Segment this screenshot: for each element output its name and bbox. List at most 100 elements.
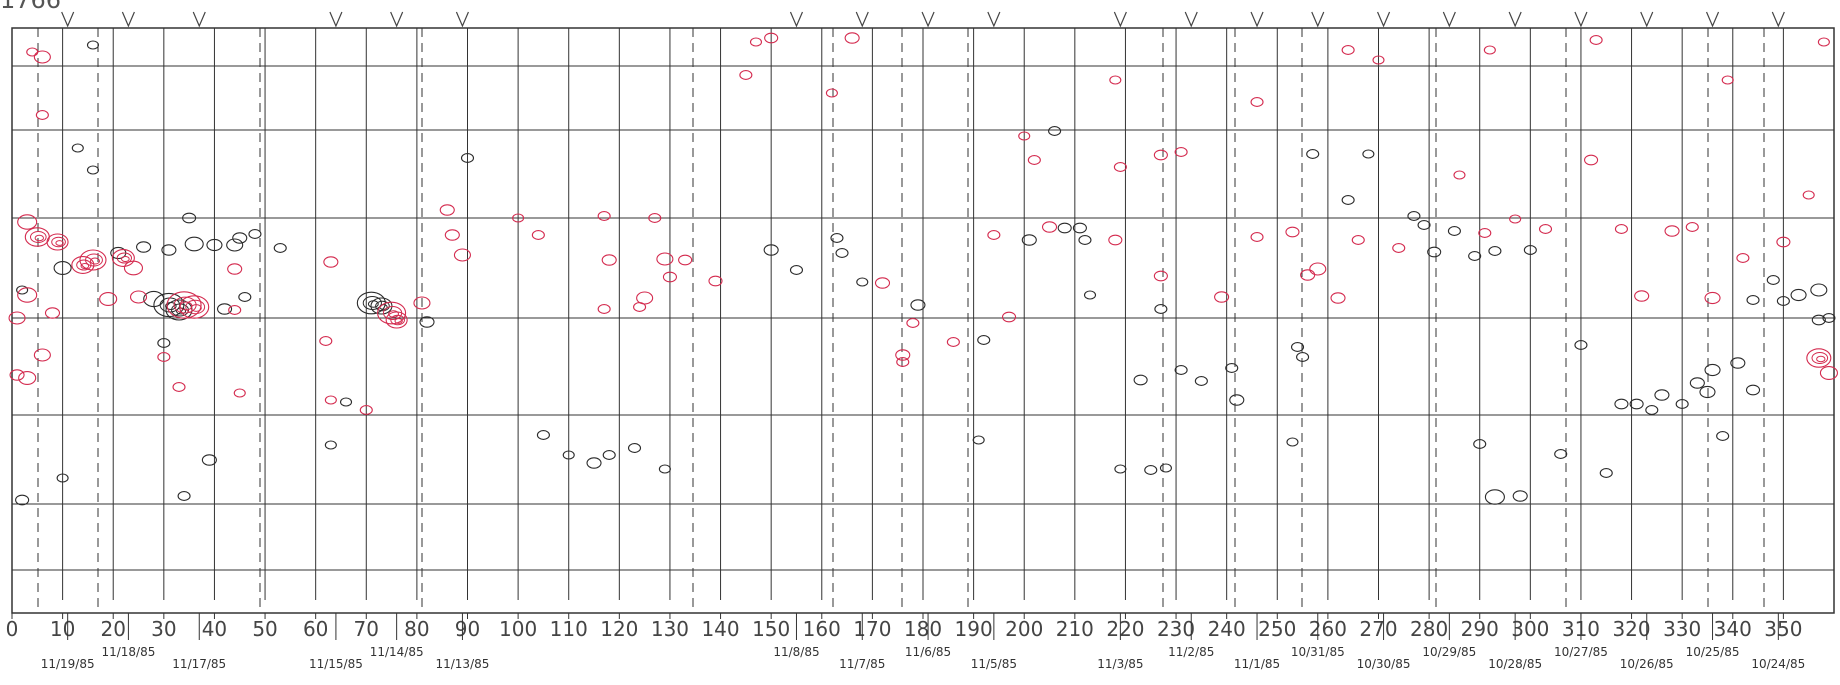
- date-label: 11/15/85: [309, 657, 363, 671]
- negative-contour: [536, 430, 550, 440]
- positive-contour: [1018, 131, 1031, 141]
- negative-contour: [1675, 399, 1689, 409]
- positive-contour: [1453, 170, 1466, 180]
- disk-center-v-marker: [1574, 11, 1588, 28]
- positive-contour: [111, 249, 135, 267]
- negative-contour: [1599, 468, 1613, 478]
- positive-contour: [35, 110, 49, 120]
- positive-contour: [1802, 190, 1815, 200]
- disk-center-v-marker: [1508, 11, 1522, 28]
- positive-contour: [51, 236, 66, 248]
- date-label: 11/13/85: [435, 657, 489, 671]
- negative-contour: [182, 212, 197, 224]
- positive-contour: [678, 254, 693, 266]
- negative-contour: [910, 299, 926, 311]
- negative-contour: [763, 244, 779, 256]
- negative-polarity-contours: [15, 40, 1836, 506]
- negative-contour: [1614, 398, 1629, 410]
- positive-contour: [166, 291, 202, 319]
- negative-contour: [1174, 365, 1188, 375]
- positive-contour: [1153, 149, 1168, 161]
- negative-contour: [460, 153, 475, 163]
- negative-contour: [1699, 385, 1716, 399]
- negative-contour: [71, 143, 84, 153]
- negative-contour: [1654, 389, 1670, 401]
- tick-label: 50: [252, 617, 277, 641]
- disk-center-v-marker: [1184, 11, 1198, 28]
- positive-contour: [71, 256, 95, 274]
- positive-contour: [1250, 232, 1264, 242]
- positive-contour: [906, 318, 920, 328]
- positive-contour: [185, 299, 206, 315]
- positive-contour: [1589, 35, 1603, 45]
- negative-contour: [15, 494, 30, 506]
- date-label: 10/29/85: [1422, 645, 1476, 659]
- positive-contour: [1108, 234, 1123, 246]
- negative-contour: [1225, 363, 1239, 373]
- positive-contour: [1664, 225, 1680, 237]
- positive-contour: [359, 405, 373, 415]
- negative-contour: [217, 303, 233, 315]
- negative-contour: [977, 335, 991, 345]
- date-label: 11/8/85: [773, 645, 819, 659]
- positive-contour: [18, 371, 37, 385]
- negative-contour: [177, 491, 191, 501]
- negative-contour: [375, 300, 390, 312]
- negative-contour: [1154, 304, 1168, 314]
- negative-contour: [1306, 149, 1320, 159]
- tick-label: 80: [404, 617, 429, 641]
- positive-contour: [1584, 154, 1599, 166]
- negative-contour: [248, 229, 262, 239]
- negative-contour: [1512, 490, 1528, 502]
- positive-contour: [633, 302, 647, 312]
- positive-contour: [190, 304, 202, 312]
- positive-contour: [1392, 243, 1406, 253]
- tick-label: 30: [151, 617, 176, 641]
- positive-contour: [1819, 366, 1838, 380]
- disk-center-v-marker: [1705, 11, 1720, 28]
- positive-contour: [9, 369, 25, 381]
- positive-contour: [1509, 214, 1522, 224]
- positive-contour: [1538, 224, 1553, 234]
- tick-label: 260: [1309, 617, 1347, 641]
- positive-contour: [708, 275, 723, 287]
- positive-contour: [385, 311, 408, 329]
- date-label: 10/28/85: [1488, 657, 1542, 671]
- date-label: 11/18/85: [101, 645, 155, 659]
- positive-contour: [44, 307, 61, 319]
- date-label: 10/25/85: [1686, 645, 1740, 659]
- negative-contour: [1488, 246, 1502, 256]
- negative-contour: [273, 243, 287, 253]
- positive-contour: [1153, 270, 1168, 282]
- date-label: 11/19/85: [41, 657, 95, 671]
- disk-center-v-marker: [921, 11, 935, 28]
- tick-label: 160: [803, 617, 841, 641]
- disk-center-v-marker: [789, 11, 804, 28]
- date-label: 11/17/85: [172, 657, 226, 671]
- positive-contour: [17, 287, 38, 303]
- positive-contour: [1704, 291, 1721, 305]
- date-label: 11/6/85: [905, 645, 951, 659]
- positive-contour: [1806, 348, 1832, 368]
- negative-contour: [1574, 340, 1588, 350]
- positive-contour: [656, 252, 674, 266]
- positive-contour: [1483, 45, 1496, 55]
- positive-contour: [172, 382, 186, 392]
- positive-contour: [825, 88, 838, 98]
- negative-contour: [1229, 394, 1245, 406]
- central-meridian-lines: [37, 28, 1765, 613]
- negative-contour: [586, 457, 602, 469]
- positive-contour: [1614, 224, 1628, 234]
- negative-contour: [1745, 384, 1761, 396]
- positive-contour: [33, 50, 51, 64]
- disk-center-v-marker: [855, 11, 869, 28]
- positive-contour: [1817, 37, 1830, 47]
- positive-contour: [453, 248, 471, 262]
- tick-label: 180: [904, 617, 942, 641]
- date-label: 11/1/85: [1234, 657, 1280, 671]
- positive-contour: [512, 213, 525, 223]
- positive-contour: [444, 229, 460, 241]
- disk-center-v-marker: [121, 11, 135, 28]
- negative-contour: [16, 285, 29, 295]
- negative-contour: [1468, 251, 1482, 261]
